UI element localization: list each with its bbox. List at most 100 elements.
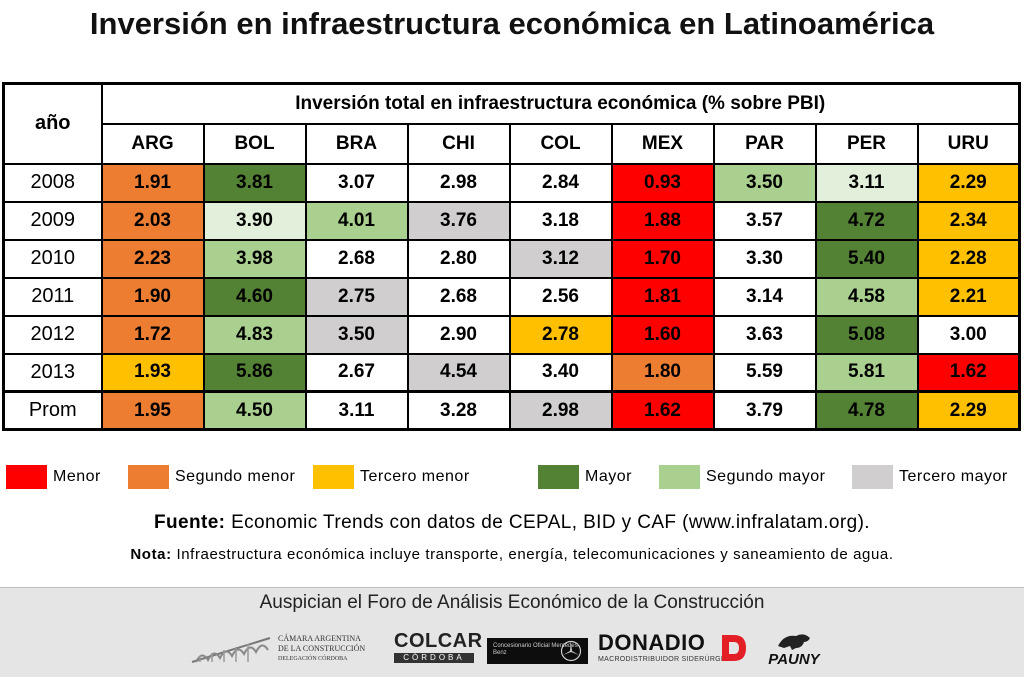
mercedes-text: Concesionario Oficial Mercedes-Benz [493,643,580,656]
heat-cell: 2.78 [508,314,613,355]
heat-cell: 3.12 [508,238,613,279]
heat-cell: 5.08 [814,314,919,355]
heat-cell: 4.72 [814,200,919,241]
heat-cell: 3.50 [712,162,817,203]
heat-cell: 4.54 [406,352,511,393]
column-header-bra: BRA [304,122,409,165]
donadio-sub: MACRODISTRIBUIDOR SIDERÚRGICO [598,656,735,663]
heat-cell: 3.98 [202,238,307,279]
heat-cell: 2.75 [304,276,409,317]
source-line: Fuente: Economic Trends con datos de CEP… [0,512,1024,534]
note-line: Nota: Infraestructura económica incluye … [0,546,1024,563]
heat-cell: 3.40 [508,352,613,393]
pauny-main: PAUNY [768,651,820,668]
note-text: Infraestructura económica incluye transp… [171,546,894,563]
heat-cell: 5.40 [814,238,919,279]
legend-label: Segundo menor [175,468,296,485]
heat-cell: 2.68 [406,276,511,317]
legend: Menor Segundo menor Tercero menor Mayor Segu… [0,462,1024,492]
heat-cell: 3.50 [304,314,409,355]
donadio-logo: DONADIO MACRODISTRIBUIDOR SIDERÚRGICO [598,630,753,670]
heat-cell: 2.98 [406,162,511,203]
camara-line1: CÁMARA ARGENTINA [278,634,361,643]
heat-cell: 2.56 [508,276,613,317]
heat-cell: 3.14 [712,276,817,317]
heat-cell: 1.95 [100,390,205,431]
heat-cell: 1.81 [610,276,715,317]
heat-cell: 1.80 [610,352,715,393]
row-label: 2011 [2,276,103,317]
column-header-par: PAR [712,122,817,165]
donadio-main: DONADIO [598,630,706,655]
column-header-col: COL [508,122,613,165]
heat-cell: 2.34 [916,200,1021,241]
legend-label: Tercero menor [360,468,470,485]
heat-cell: 1.91 [100,162,205,203]
heat-cell: 1.93 [100,352,205,393]
table-row: 2013 1.93 5.86 2.67 4.54 3.40 1.80 5.59 5.81 1.62 [2,352,1021,393]
heat-cell: 2.03 [100,200,205,241]
heat-cell: 2.84 [508,162,613,203]
heat-cell: 2.29 [916,390,1021,431]
pauny-logo: PAUNY [760,630,828,670]
heat-cell: 3.28 [406,390,511,431]
legend-swatch [128,465,169,489]
mercedes-logo: Concesionario Oficial Mercedes-Benz [487,638,588,664]
heat-cell: 4.50 [202,390,307,431]
heat-cell: 3.18 [508,200,613,241]
column-header-arg: ARG [100,122,205,165]
colcar-logo: COLCAR CÓRDOBA [394,630,482,670]
heat-cell: 2.67 [304,352,409,393]
column-header-uru: URU [916,122,1021,165]
heat-cell: 3.07 [304,162,409,203]
heat-cell: 1.62 [916,352,1021,393]
heat-cell: 2.98 [508,390,613,431]
heat-cell: 5.86 [202,352,307,393]
sponsor-text: Auspician el Foro de Análisis Económico … [259,592,765,613]
heat-cell: 3.63 [712,314,817,355]
table-row: 2009 2.03 3.90 4.01 3.76 3.18 1.88 3.57 4.72 2.34 [2,200,1021,241]
heat-cell: 4.01 [304,200,409,241]
heat-cell: 5.81 [814,352,919,393]
camara-logo: CÁMARA ARGENTINA DE LA CONSTRUCCIÓN DELE… [190,630,385,670]
heat-cell: 3.76 [406,200,511,241]
heat-cell: 1.90 [100,276,205,317]
camara-line3: DELEGACIÓN CÓRDOBA [278,656,348,662]
heat-cell: 1.62 [610,390,715,431]
legend-swatch [852,465,893,489]
heat-cell: 1.60 [610,314,715,355]
heat-cell: 2.23 [100,238,205,279]
bridge-icon [191,637,271,663]
group-header: Inversión total en infraestructura econó… [100,82,1021,125]
heat-cell: 1.70 [610,238,715,279]
legend-label: Mayor [585,468,632,485]
table-row: 2011 1.90 4.60 2.75 2.68 2.56 1.81 3.14 4.58 2.21 [2,276,1021,317]
heat-cell: 4.60 [202,276,307,317]
heatmap-body: 2008 1.91 3.81 3.07 2.98 2.84 0.93 3.50 3.11 2.29… [2,162,1021,431]
column-header-mex: MEX [610,122,715,165]
row-label: Prom [2,390,103,431]
table-row: 2010 2.23 3.98 2.68 2.80 3.12 1.70 3.30 5.40 2.28 [2,238,1021,279]
table-row: 2008 1.91 3.81 3.07 2.98 2.84 0.93 3.50 3.11 2.29 [2,162,1021,203]
heat-cell: 2.29 [916,162,1021,203]
source-text: Economic Trends con datos de CEPAL, BID … [225,512,870,533]
row-header: año [2,82,103,165]
heat-cell: 3.79 [712,390,817,431]
column-header-per: PER [814,122,919,165]
column-header-row: ARG BOL BRA CHI COL MEX PAR PER URU [4,122,1021,165]
row-label: 2012 [2,314,103,355]
heat-cell: 2.90 [406,314,511,355]
legend-label: Menor [53,468,101,485]
heat-cell: 2.68 [304,238,409,279]
puma-icon [778,634,810,650]
source-label: Fuente: [154,512,226,533]
heat-cell: 3.11 [814,162,919,203]
heat-cell: 3.00 [916,314,1021,355]
heat-cell: 3.11 [304,390,409,431]
table-row: Prom 1.95 4.50 3.11 3.28 2.98 1.62 3.79 4.78 2.29 [2,390,1021,431]
row-label: 2009 [2,200,103,241]
column-header-bol: BOL [202,122,307,165]
legend-label: Tercero mayor [899,468,1008,485]
camara-line2: DE LA CONSTRUCCIÓN [278,644,366,653]
heat-cell: 4.83 [202,314,307,355]
